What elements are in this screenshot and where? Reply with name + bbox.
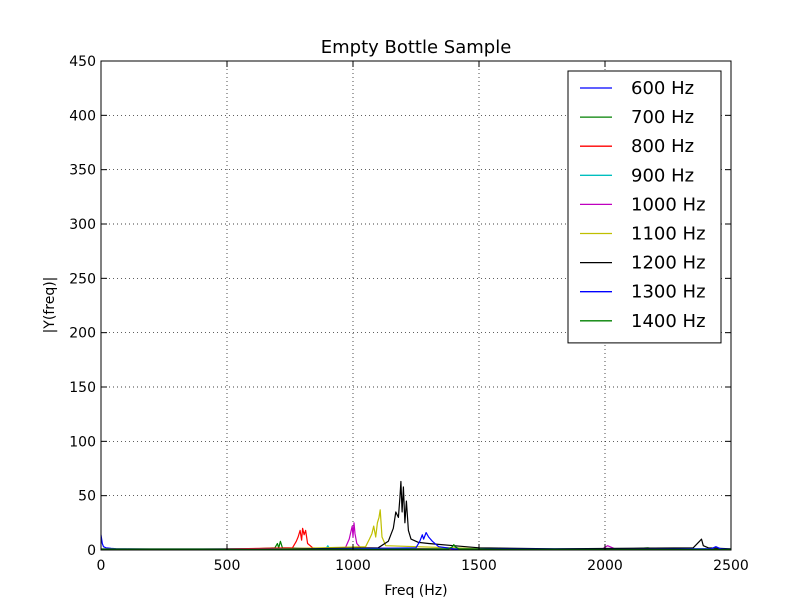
series-line-5	[101, 509, 731, 551]
y-tick-label: 50	[78, 489, 96, 505]
y-tick-label: 0	[87, 543, 96, 559]
legend-label: 1100 Hz	[631, 224, 706, 245]
axis-ticks: 0 500 1000 1500 2000 2500 0 50 100 150 200 250 300 35…	[69, 54, 749, 574]
series-lines	[100, 480, 732, 551]
legend-box	[567, 70, 722, 344]
legend-label: 900 Hz	[631, 165, 694, 186]
series-line-4	[101, 522, 732, 551]
y-tick-label: 350	[69, 163, 96, 179]
legend-label: 1000 Hz	[631, 194, 706, 215]
y-tick-label: 100	[69, 434, 96, 450]
y-tick-label: 200	[69, 326, 96, 342]
x-tick-label: 2500	[713, 558, 749, 574]
y-tick-label: 300	[69, 217, 96, 233]
x-tick-label: 500	[214, 558, 241, 574]
legend-label: 1300 Hz	[631, 282, 706, 303]
y-axis-label: |Y(freq)|	[42, 277, 58, 334]
chart-title: Empty Bottle Sample	[321, 37, 512, 58]
y-tick-label: 250	[69, 271, 96, 287]
x-tick-label: 0	[97, 558, 106, 574]
plot-frame	[100, 60, 732, 551]
x-tick-label: 1500	[461, 558, 497, 574]
legend-label: 1200 Hz	[631, 253, 706, 274]
x-tick-label: 2000	[587, 558, 623, 574]
series-line-7	[101, 531, 732, 551]
legend-label: 1400 Hz	[631, 311, 706, 332]
y-tick-label: 450	[69, 54, 96, 70]
x-tick-label: 1000	[335, 558, 371, 574]
x-axis-label: Freq (Hz)	[384, 583, 447, 599]
legend: 600 Hz 700 Hz 800 Hz 900 Hz 1000 Hz 1100 Hz 12…	[567, 70, 722, 344]
series-line-6	[101, 480, 732, 551]
y-tick-label: 150	[69, 380, 96, 396]
legend-label: 600 Hz	[631, 78, 694, 99]
legend-label: 800 Hz	[631, 136, 694, 157]
legend-label: 700 Hz	[631, 107, 694, 128]
y-tick-label: 400	[69, 108, 96, 124]
